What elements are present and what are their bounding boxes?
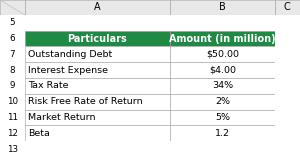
Text: Outstanding Debt: Outstanding Debt [28,50,113,59]
Bar [170,94,274,110]
Bar [0,94,25,110]
Bar [25,94,170,110]
Text: 7: 7 [10,50,15,59]
Bar [274,78,300,94]
Text: 5: 5 [10,18,15,27]
Bar [274,31,300,46]
Bar [0,110,25,125]
Text: 34%: 34% [212,81,233,90]
Bar [274,0,300,15]
Bar [0,62,25,78]
Bar [25,15,170,31]
Text: B: B [219,3,226,12]
Bar [274,62,300,78]
Bar [274,94,300,110]
Text: A: A [94,3,101,12]
Text: 11: 11 [7,113,18,122]
Text: 6: 6 [10,34,15,43]
Bar [170,15,274,31]
Text: Beta: Beta [28,129,50,138]
Text: $4.00: $4.00 [209,66,236,75]
Text: $50.00: $50.00 [206,50,239,59]
Bar [25,110,170,125]
Text: Interest Expense: Interest Expense [28,66,108,75]
Bar [274,125,300,141]
Bar [274,15,300,31]
Text: 2%: 2% [215,97,230,106]
Bar [0,78,25,94]
Bar [0,15,25,31]
Text: Market Return: Market Return [28,113,96,122]
Bar [25,125,170,141]
Bar [170,62,274,78]
Bar [274,110,300,125]
Text: 5%: 5% [215,113,230,122]
Text: 10: 10 [7,97,18,106]
Bar [274,141,300,157]
Text: Particulars: Particulars [68,34,127,44]
Bar [170,125,274,141]
Bar [25,78,170,94]
Bar [170,78,274,94]
Bar [25,62,170,78]
Bar [170,0,274,15]
Bar [25,0,170,15]
Bar [0,125,25,141]
Text: 9: 9 [10,81,15,90]
Bar [274,46,300,62]
Bar [0,31,25,46]
Bar [25,31,170,46]
Bar [170,31,274,46]
Bar [170,110,274,125]
Bar [0,0,25,15]
Text: Tax Rate: Tax Rate [28,81,69,90]
Bar [0,141,25,157]
Bar [170,141,274,157]
Bar [170,46,274,62]
Text: C: C [284,3,291,12]
Text: 1.2: 1.2 [215,129,230,138]
Text: 13: 13 [7,145,18,154]
Text: Amount (in million): Amount (in million) [169,34,276,44]
Bar [25,46,170,62]
Bar [0,46,25,62]
Text: Risk Free Rate of Return: Risk Free Rate of Return [28,97,143,106]
Text: 8: 8 [10,66,15,75]
Text: 12: 12 [7,129,18,138]
Bar [25,141,170,157]
